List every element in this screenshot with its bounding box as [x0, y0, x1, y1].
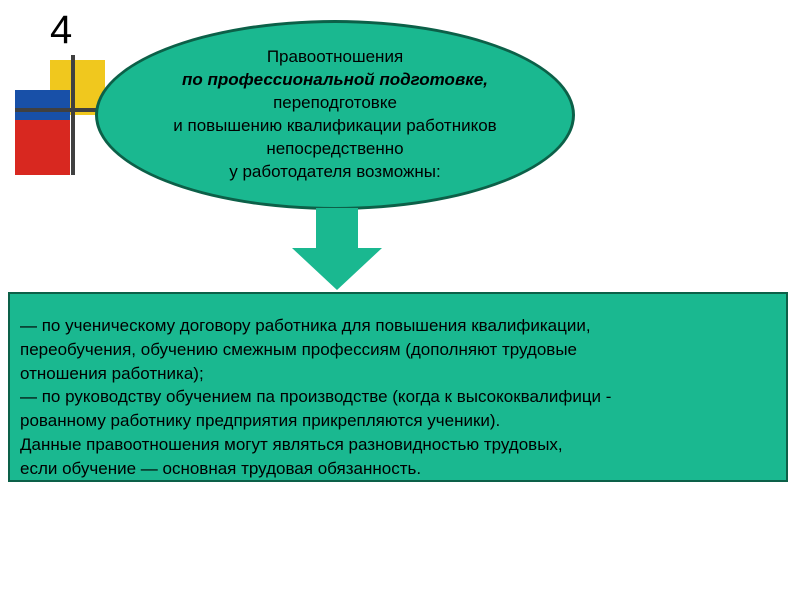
box-line: отношения работника);: [20, 362, 776, 386]
down-arrow-icon: [292, 208, 382, 290]
cross-vertical: [71, 55, 75, 175]
page-number: 4: [50, 8, 72, 53]
box-line: — по руководству обучением па производст…: [20, 385, 776, 409]
box-line: переобучения, обучению смежным профессия…: [20, 338, 776, 362]
header-ellipse: Правоотношенияпо профессиональной подгот…: [95, 20, 575, 210]
box-line: если обучение — основная трудовая обязан…: [20, 457, 776, 481]
ellipse-line: непосредственно: [173, 138, 496, 161]
box-line: — по ученическому договору работника для…: [20, 314, 776, 338]
ellipse-line: и повышению квалификации работников: [173, 115, 496, 138]
square-red: [15, 120, 70, 175]
box-line: рованному работнику предприятия прикрепл…: [20, 409, 776, 433]
ellipse-line: Правоотношения: [173, 46, 496, 69]
ellipse-line: по профессиональной подготовке,: [173, 69, 496, 92]
box-line: Данные правоотношения могут являться раз…: [20, 433, 776, 457]
ellipse-line: переподготовке: [173, 92, 496, 115]
content-box: — по ученическому договору работника для…: [8, 292, 788, 482]
ellipse-line: у работодателя возможны:: [173, 161, 496, 184]
